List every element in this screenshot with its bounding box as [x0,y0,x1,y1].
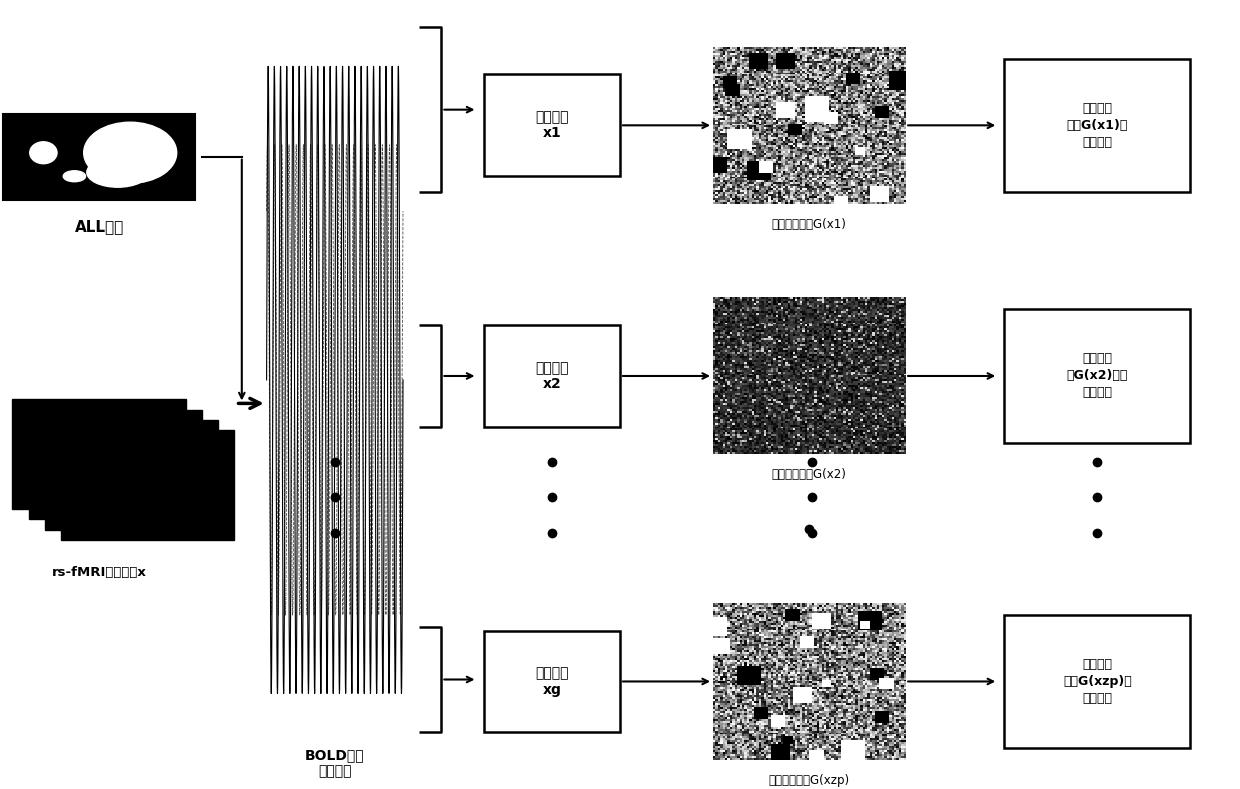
Ellipse shape [63,170,86,181]
Text: 相关系数
矩阵G(xzp)稀
疏二值化: 相关系数 矩阵G(xzp)稀 疏二值化 [1063,658,1132,705]
Bar [12,399,186,509]
Text: 相关系数矩阵G(xzp): 相关系数矩阵G(xzp) [769,774,849,787]
Text: 时间窗口
x2: 时间窗口 x2 [534,361,569,391]
Bar [484,74,620,176]
Ellipse shape [30,142,57,163]
Bar [45,420,218,529]
Bar [29,409,202,519]
Ellipse shape [84,122,177,183]
Text: 相关系数
矩G(x2)阵稀
疏二值化: 相关系数 矩G(x2)阵稀 疏二值化 [1066,353,1128,399]
Text: BOLD信号
时间序列: BOLD信号 时间序列 [305,748,365,778]
Bar [484,325,620,427]
Bar [1004,309,1190,443]
Bar [61,430,234,540]
Ellipse shape [87,158,149,187]
Bar [4,114,195,200]
Text: 相关系数
矩阵G(x1)稀
疏二值化: 相关系数 矩阵G(x1)稀 疏二值化 [1066,102,1128,149]
Text: 相关系数矩阵G(x2): 相关系数矩阵G(x2) [771,469,847,481]
Bar [1004,58,1190,192]
Text: 时间窗口
x1: 时间窗口 x1 [534,110,569,140]
Text: 相关系数矩阵G(x1): 相关系数矩阵G(x1) [771,218,847,230]
Bar [1004,615,1190,748]
Text: ALL模板: ALL模板 [74,219,124,234]
Text: 时间窗口
xg: 时间窗口 xg [534,667,569,697]
Text: rs-fMRI原始数据x: rs-fMRI原始数据x [52,566,146,578]
Bar [484,630,620,732]
